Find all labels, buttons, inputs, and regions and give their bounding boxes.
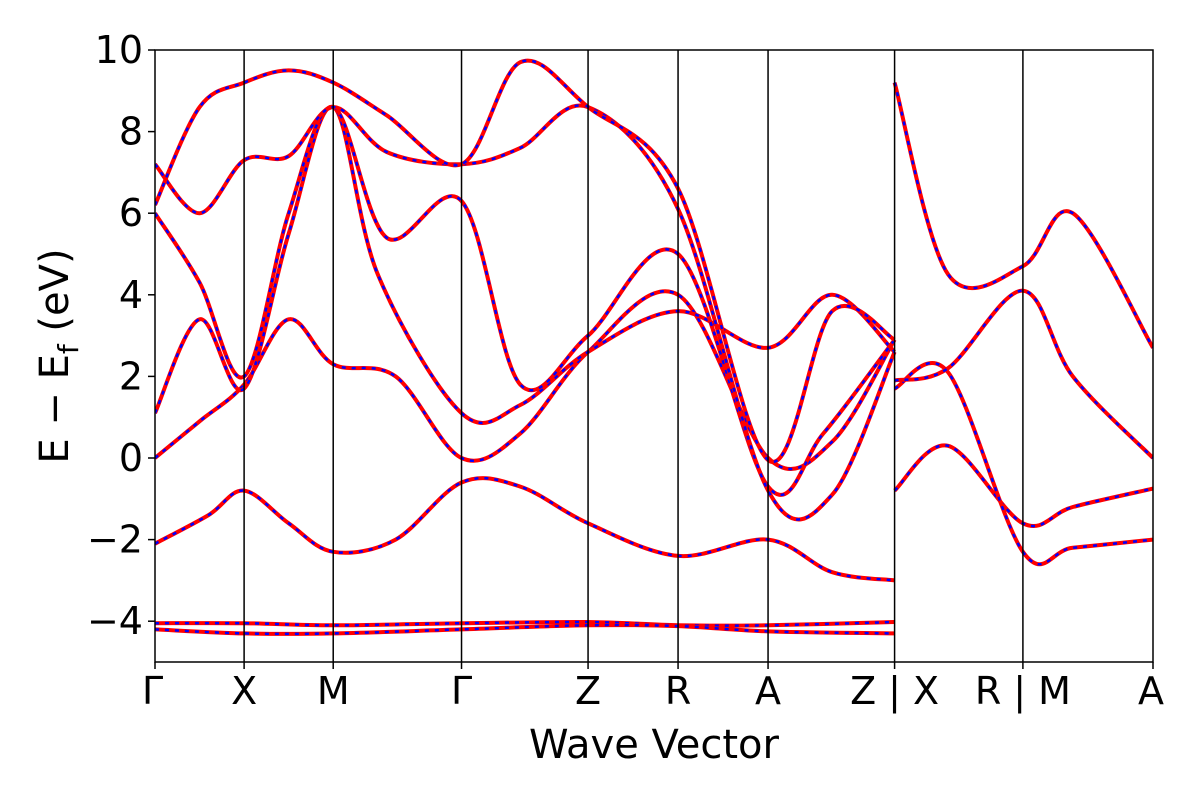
band-line-red-6 (155, 105, 897, 497)
y-tick-label: 0 (119, 436, 143, 480)
x-tick-label: Γ (142, 669, 163, 713)
band-line-red-9 (893, 443, 1153, 529)
x-tick-label: R (665, 669, 691, 713)
y-axis-title-unit: (eV) (32, 248, 78, 331)
y-tick-label: 10 (95, 28, 143, 72)
y-tick-label: 4 (119, 273, 143, 317)
band-line-blue-10 (893, 362, 1153, 566)
x-axis: Γ X M Γ Z R A Z | X R | M A (142, 662, 1164, 714)
band-line-blue-4 (155, 290, 896, 471)
y-axis: −4 −2 0 2 4 6 8 10 (87, 28, 155, 643)
x-tick-label: A (755, 669, 781, 713)
y-tick-label: 2 (119, 354, 143, 398)
band-line-red-10 (893, 361, 1153, 567)
x-tick-label: X (231, 669, 257, 713)
y-tick-label: −2 (87, 518, 143, 562)
band-line-blue-12 (893, 82, 1153, 349)
y-tick-label: 6 (119, 191, 143, 235)
bands-layer (155, 58, 1153, 636)
x-tick-label: A (1138, 669, 1164, 713)
band-line-red-12 (892, 82, 1153, 349)
x-tick-label: Γ (451, 669, 472, 713)
band-line-red-5 (155, 105, 897, 425)
y-tick-label: 8 (119, 110, 143, 154)
x-tick-label: M (317, 669, 350, 713)
y-axis-title-subscript: f (52, 343, 85, 354)
y-tick-label: −4 (87, 599, 143, 643)
band-line-red-11 (894, 288, 1153, 460)
plot-frame (154, 49, 1154, 663)
band-line-blue-8 (155, 59, 896, 464)
kpoint-lines (243, 50, 1024, 662)
band-line-blue-5 (155, 105, 896, 425)
band-line-blue-9 (893, 444, 1153, 528)
y-axis-title-main: E − E (32, 354, 78, 464)
x-tick-label: Z (575, 669, 601, 713)
band-line-blue-7 (155, 104, 896, 521)
x-tick-label: Z | X (850, 669, 939, 714)
x-axis-title: Wave Vector (529, 722, 780, 768)
y-axis-title: E − Ef (eV) (32, 248, 85, 463)
x-tick-label: R | M (975, 669, 1071, 714)
